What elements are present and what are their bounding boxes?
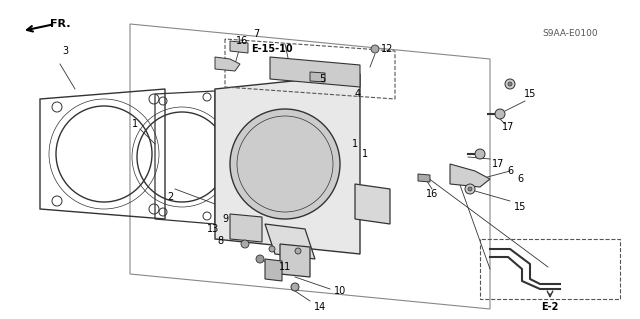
Text: 1: 1 [362,149,368,159]
Text: 16: 16 [236,36,248,46]
Circle shape [475,149,485,159]
Text: E-15-10: E-15-10 [251,44,293,54]
Text: FR.: FR. [50,19,70,29]
Polygon shape [310,72,325,82]
Text: 17: 17 [492,159,504,169]
Text: 6: 6 [517,174,523,184]
Polygon shape [230,214,262,242]
Polygon shape [215,74,360,254]
Text: 5: 5 [319,74,325,84]
Polygon shape [418,174,430,182]
Polygon shape [280,244,310,277]
Text: 15: 15 [524,89,536,99]
Polygon shape [230,41,248,53]
Text: S9AA-E0100: S9AA-E0100 [542,29,598,39]
Polygon shape [265,224,315,259]
Text: 1: 1 [132,119,138,129]
Text: 13: 13 [207,224,219,234]
Circle shape [291,283,299,291]
Text: 8: 8 [217,236,223,246]
Text: 6: 6 [507,166,513,176]
Text: 2: 2 [167,192,173,202]
Circle shape [468,187,472,191]
Polygon shape [215,57,240,71]
Circle shape [269,246,275,252]
Text: 12: 12 [381,44,393,54]
Circle shape [508,82,512,86]
Circle shape [371,45,379,53]
Circle shape [505,79,515,89]
Text: E-2: E-2 [541,302,559,312]
Text: 17: 17 [502,122,514,132]
Polygon shape [270,57,360,87]
Circle shape [495,109,505,119]
Text: 11: 11 [279,262,291,272]
Polygon shape [450,164,490,187]
Circle shape [230,109,340,219]
Polygon shape [265,259,282,281]
Text: 16: 16 [426,189,438,199]
Polygon shape [355,184,390,224]
Circle shape [241,240,249,248]
Circle shape [295,248,301,254]
Text: 9: 9 [222,214,228,224]
Circle shape [465,184,475,194]
Text: 14: 14 [314,302,326,312]
Text: 1: 1 [352,139,358,149]
Text: 7: 7 [253,29,259,39]
Text: 3: 3 [62,46,68,56]
Text: 10: 10 [334,286,346,296]
Circle shape [256,255,264,263]
Text: 4: 4 [355,89,361,99]
Text: 15: 15 [514,202,526,212]
